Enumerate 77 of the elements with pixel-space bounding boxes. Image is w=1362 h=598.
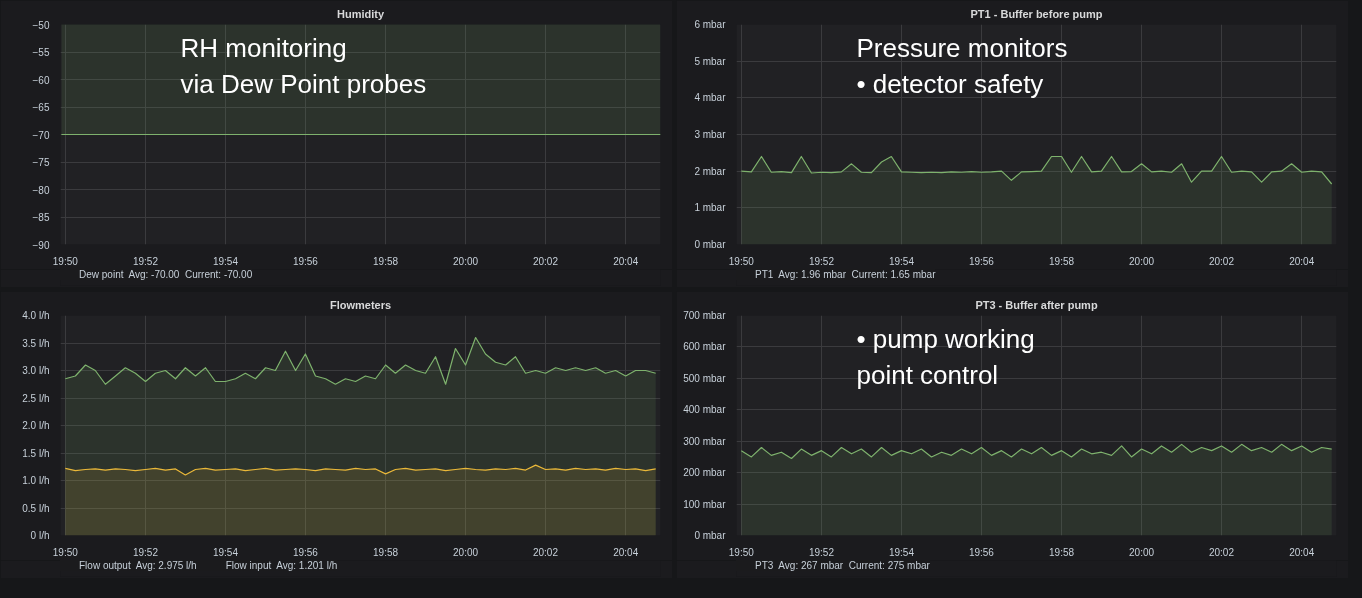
chart-title: Flowmeters: [329, 298, 392, 311]
y-tick-label: 200 mbar: [683, 467, 727, 479]
x-tick-label: 19:54: [212, 255, 239, 267]
x-tick-label: 19:58: [1049, 546, 1075, 558]
y-tick-label: −65: [32, 102, 50, 113]
x-tick-label: 19:52: [132, 255, 159, 267]
x-tick-label: 19:52: [808, 546, 835, 558]
x-tick-label: 19:56: [968, 255, 995, 267]
chart-title: PT1 - Buffer before pump: [970, 7, 1103, 20]
y-tick-label: 3.0 l/h: [22, 365, 50, 376]
x-tick-label: 19:58: [373, 255, 399, 267]
y-tick-label: 3.5 l/h: [22, 337, 50, 349]
x-tick-label: 19:52: [808, 255, 835, 267]
text: PT1 Avg: 1.96 mbar Current: 1.65 mbar: [755, 269, 936, 280]
y-tick-label: 3 mbar: [694, 129, 727, 140]
x-tick-label: 19:50: [728, 546, 755, 558]
x-tick-label: 20:00: [453, 255, 479, 267]
y-tick-label: −55: [32, 47, 50, 58]
x-tick-label: 19:54: [212, 546, 239, 558]
text: PT3 Avg: 267 mbar Current: 275 mbar: [755, 560, 930, 571]
annotation: • pump working point control: [856, 323, 1035, 390]
x-tick-label: 20:04: [1289, 546, 1315, 558]
x-tick-label: 20:02: [532, 546, 559, 558]
y-tick-label: 0 mbar: [694, 239, 727, 250]
x-tick-label: 19:50: [728, 255, 755, 267]
y-tick-label: 0 mbar: [694, 530, 727, 541]
y-tick-label: 1.0 l/h: [22, 475, 50, 486]
y-tick-label: 2.5 l/h: [22, 392, 50, 404]
chart-title: Humidity: [336, 7, 385, 20]
y-tick-label: 500 mbar: [683, 372, 727, 384]
y-tick-label: −90: [32, 239, 50, 251]
y-tick-label: 100 mbar: [683, 498, 727, 510]
y-tick-label: −60: [32, 74, 50, 86]
x-tick-label: 19:54: [888, 255, 915, 267]
x-tick-label: 19:56: [968, 546, 995, 558]
annotation: RH monitoring via Dew Point probes: [180, 32, 427, 99]
y-tick-label: 0 l/h: [30, 530, 50, 541]
x-tick-label: 19:50: [52, 255, 79, 267]
x-tick-label: 19:50: [52, 546, 79, 558]
y-tick-label: 700 mbar: [683, 310, 727, 321]
y-tick-label: 400 mbar: [683, 404, 727, 416]
y-tick-label: 4.0 l/h: [22, 310, 50, 321]
y-tick-label: 4 mbar: [694, 92, 727, 104]
y-tick-label: −85: [32, 212, 50, 223]
y-tick-label: 0.5 l/h: [22, 502, 50, 514]
x-tick-label: 19:56: [292, 255, 319, 267]
x-tick-label: 19:54: [888, 546, 915, 558]
x-tick-label: 20:02: [532, 255, 559, 267]
x-tick-label: 19:52: [132, 546, 159, 558]
x-tick-label: 20:00: [453, 546, 479, 558]
chart-title: PT3 - Buffer after pump: [975, 298, 1098, 311]
y-tick-label: 6 mbar: [694, 19, 727, 30]
y-tick-label: 2 mbar: [694, 165, 727, 177]
x-tick-label: 20:04: [613, 255, 639, 267]
y-tick-label: −70: [32, 129, 50, 141]
text: Dew point Avg: -70.00 Current: -70.00: [79, 269, 253, 280]
y-tick-label: 1 mbar: [694, 202, 727, 214]
x-tick-label: 20:00: [1129, 546, 1155, 558]
text: Flow output Avg: 2.975 l/h: [79, 560, 197, 571]
y-tick-label: 1.5 l/h: [22, 447, 50, 459]
x-tick-label: 20:02: [1208, 255, 1235, 267]
y-tick-label: 600 mbar: [683, 341, 727, 353]
y-tick-label: −50: [32, 19, 50, 31]
x-tick-label: 20:00: [1129, 255, 1155, 267]
y-tick-label: 5 mbar: [694, 55, 727, 67]
x-tick-label: 20:04: [1289, 255, 1315, 267]
y-tick-label: −80: [32, 184, 50, 196]
x-tick-label: 20:02: [1208, 546, 1235, 558]
x-tick-label: 19:56: [292, 546, 319, 558]
x-tick-label: 19:58: [1049, 255, 1075, 267]
x-tick-label: 20:04: [613, 546, 639, 558]
text: Flow input Avg: 1.201 l/h: [225, 560, 338, 571]
y-tick-label: −75: [32, 157, 50, 168]
x-tick-label: 19:58: [373, 546, 399, 558]
y-tick-label: 300 mbar: [683, 435, 727, 447]
y-tick-label: 2.0 l/h: [22, 420, 50, 431]
annotation: Pressure monitors • detector safety: [856, 32, 1068, 99]
